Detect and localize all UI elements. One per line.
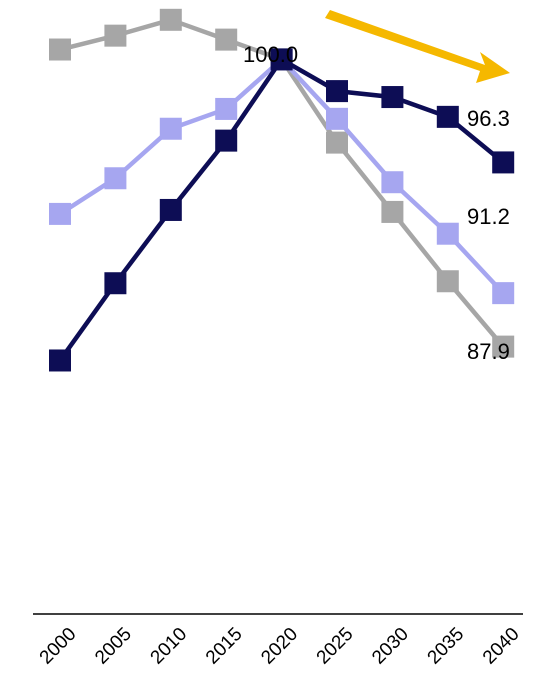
data-point — [104, 167, 127, 190]
x-tick-label: 2010 — [147, 624, 192, 669]
data-point — [49, 349, 71, 372]
data-point — [381, 171, 404, 194]
series-1 — [49, 48, 515, 305]
data-point — [326, 131, 348, 154]
data-point — [436, 222, 459, 245]
data-point — [381, 200, 404, 223]
x-tick-label: 2030 — [368, 624, 413, 669]
series-line — [58, 57, 505, 362]
data-point — [492, 282, 515, 305]
data-point — [49, 202, 71, 225]
data-point — [159, 8, 182, 31]
data-point — [159, 117, 182, 140]
data-point — [492, 335, 515, 358]
x-tick-label: 2040 — [479, 624, 524, 669]
data-point — [215, 28, 238, 51]
data-point — [104, 24, 127, 47]
x-tick-label: 2025 — [313, 624, 358, 669]
data-point — [492, 151, 515, 174]
data-point — [159, 198, 182, 221]
series-2 — [49, 48, 515, 372]
x-tick-label: 2000 — [36, 624, 81, 669]
data-point — [436, 105, 459, 128]
annotation-gray-end: 87.9 — [467, 339, 510, 364]
data-point — [326, 80, 348, 103]
trend-arrow — [325, 10, 510, 83]
annotation-peak: 100.0 — [243, 42, 298, 67]
x-tick-label: 2005 — [91, 624, 136, 669]
series-line — [58, 57, 505, 295]
data-point — [215, 129, 238, 152]
x-tick-label: 2020 — [257, 624, 302, 669]
x-tick-labels: 2000 2005 2010 2015 2020 2025 2030 2035 2040 — [36, 624, 524, 669]
annotation-light-end: 91.2 — [467, 204, 510, 229]
annotation-dark-end: 96.3 — [467, 106, 510, 131]
data-point — [215, 97, 238, 120]
series-layer — [49, 8, 515, 372]
data-point — [326, 107, 348, 130]
data-point — [270, 48, 293, 71]
data-point — [49, 38, 71, 61]
data-point — [381, 86, 404, 109]
data-point — [436, 270, 459, 293]
data-point — [104, 272, 127, 295]
x-tick-label: 2035 — [424, 624, 469, 669]
x-tick-label: 2015 — [202, 624, 247, 669]
